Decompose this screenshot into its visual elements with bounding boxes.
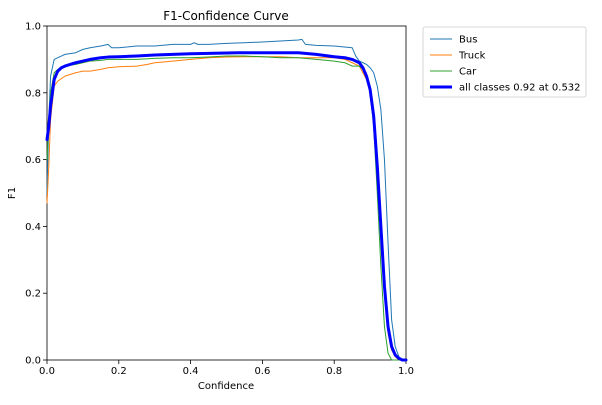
y-tick-label: 1.0 (25, 22, 41, 33)
x-tick-label: 1.0 (398, 366, 414, 377)
y-tick-label: 0.4 (25, 222, 41, 233)
series-line-all (45, 51, 408, 362)
legend-box (422, 26, 587, 98)
legend-items: Bus Truck Car all classes 0.92 at 0.532 (430, 35, 581, 94)
y-tick-label: 0.0 (25, 356, 41, 367)
series-line-truck (46, 56, 407, 361)
legend-label: Truck (458, 51, 486, 62)
x-tick-label: 0.6 (254, 366, 270, 377)
y-axis-label: F1 (7, 187, 18, 199)
y-tick-label: 0.2 (25, 289, 41, 300)
x-tick-label: 0.8 (326, 366, 342, 377)
x-axis-label: Confidence (198, 381, 254, 392)
y-tick-label: 0.6 (25, 155, 41, 166)
series-line-car (46, 55, 407, 361)
legend-label: all classes 0.92 at 0.532 (459, 83, 581, 94)
legend-label: Car (459, 67, 477, 78)
series-group (45, 38, 408, 362)
x-tick-label: 0.0 (39, 366, 55, 377)
y-axis-ticks: 0.0 0.2 0.4 0.6 0.8 1.0 (25, 22, 47, 367)
chart-title: F1-Confidence Curve (163, 9, 289, 23)
y-tick-label: 0.8 (25, 88, 41, 99)
series-line-bus (46, 38, 407, 361)
x-axis-ticks: 0.0 0.2 0.4 0.6 0.8 1.0 (39, 360, 414, 377)
legend-label: Bus (459, 35, 477, 46)
x-tick-label: 0.2 (111, 366, 127, 377)
legend: Bus Truck Car all classes 0.92 at 0.532 (422, 26, 587, 98)
plot-area-frame (46, 25, 407, 361)
x-tick-label: 0.4 (183, 366, 199, 377)
